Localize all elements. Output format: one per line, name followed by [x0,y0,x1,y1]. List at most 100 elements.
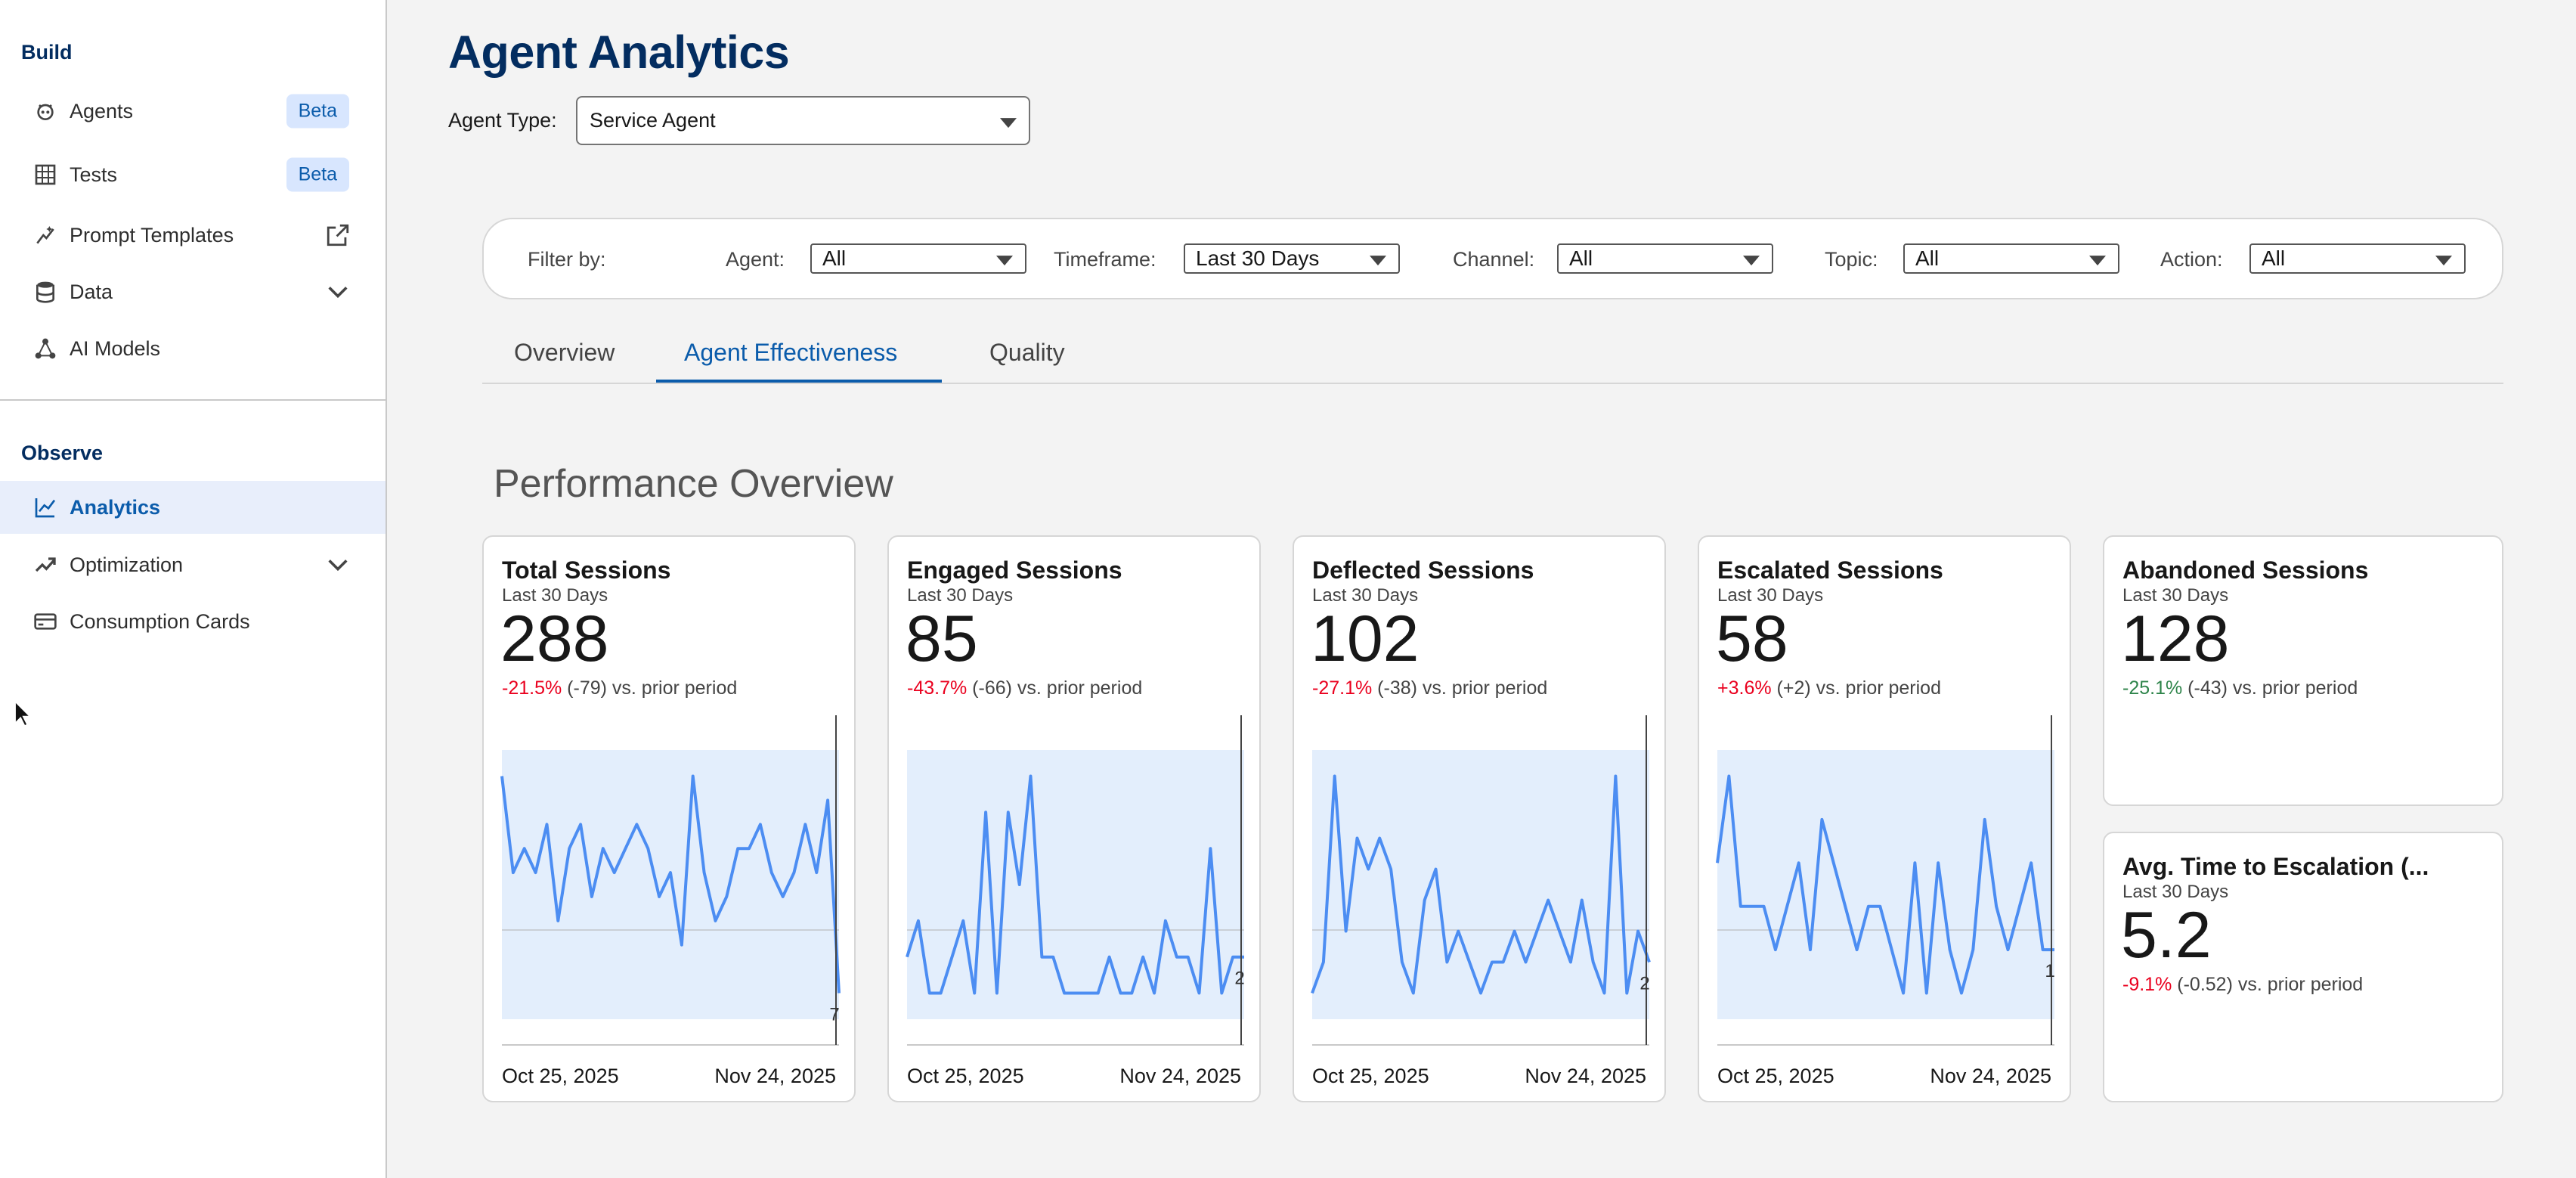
delta-percent: -25.1% [2122,677,2183,699]
agent-type-label: Agent Type: [448,109,557,132]
delta-absolute: (-43) vs. prior period [2187,677,2358,699]
external-link-icon[interactable] [325,222,351,248]
x-axis-start-label: Oct 25, 2025 [1312,1065,1429,1087]
tab-overview[interactable]: Overview [514,339,615,366]
card-period: Last 30 Days [502,585,608,606]
card-title: Engaged Sessions [907,556,1122,584]
agent-filter-value: All [822,246,847,270]
section-title: Performance Overview [494,462,893,506]
sidebar-item-analytics[interactable]: Analytics [0,481,385,534]
sparkline-chart: 7 [500,715,841,1046]
last-value-label: 2 [1234,969,1244,989]
card-period: Last 30 Days [1717,585,1824,606]
topic-filter-value: All [1915,246,1940,270]
metric-card-total-sessions[interactable]: Total Sessions Last 30 Days 288 -21.5% (… [482,535,856,1102]
card-delta: -25.1% (-43) vs. prior period [2122,677,2358,699]
sidebar-item-consumption-cards[interactable]: Consumption Cards [0,595,385,648]
delta-absolute: (+2) vs. prior period [1776,677,1941,699]
agent-filter-label: Agent: [726,248,785,271]
card-value: 5.2 [2121,899,2212,972]
card-title: Deflected Sessions [1312,556,1534,584]
sidebar-item-label: Optimization [70,553,184,576]
card-value: 128 [2121,603,2230,675]
topic-filter-select[interactable]: All [1903,243,2119,274]
chevron-down-icon[interactable] [325,279,351,305]
metric-card-abandoned-sessions[interactable]: Abandoned Sessions Last 30 Days 128 -25.… [2103,535,2503,806]
forecast-band [502,750,839,1019]
sidebar-item-label: Consumption Cards [70,609,250,633]
delta-absolute: (-0.52) vs. prior period [2177,974,2364,995]
agent-type-value: Service Agent [590,109,716,132]
agent-type-select[interactable]: Service Agent [576,96,1030,145]
timeframe-filter-value: Last 30 Days [1196,246,1320,270]
action-filter-select[interactable]: All [2249,243,2466,274]
x-axis-end-label: Nov 24, 2025 [1930,1065,2051,1087]
sidebar-item-prompt-templates[interactable]: Prompt Templates [0,209,385,262]
series-line [1716,774,2054,995]
sparkline-chart: 2 [906,715,1245,1046]
line-chart-icon [33,495,57,519]
agent-filter-select[interactable]: All [810,243,1026,274]
x-axis-start-label: Oct 25, 2025 [502,1065,619,1087]
robot-icon [33,99,57,123]
tab-quality[interactable]: Quality [989,339,1065,366]
sidebar-item-agents[interactable]: Agents Beta [0,85,385,138]
table-icon [33,163,57,187]
sidebar-item-label: Analytics [70,495,161,519]
channel-filter-select[interactable]: All [1557,243,1773,274]
filter-by-label: Filter by: [528,248,606,271]
card-delta: -27.1% (-38) vs. prior period [1312,677,1547,699]
topic-filter-label: Topic: [1825,248,1878,271]
beta-badge: Beta [286,94,349,129]
card-title: Abandoned Sessions [2122,556,2369,584]
metric-card-deflected-sessions[interactable]: Deflected Sessions Last 30 Days 102 -27.… [1293,535,1666,1102]
card-period: Last 30 Days [2122,585,2229,606]
forecast-band [907,750,1244,1019]
sparkle-icon [33,223,57,247]
metric-card-escalated-sessions[interactable]: Escalated Sessions Last 30 Days 58 +3.6%… [1698,535,2071,1102]
caret-down-icon [996,256,1013,266]
active-tab-indicator [656,380,942,383]
caret-down-icon [1743,256,1760,266]
delta-absolute: (-38) vs. prior period [1377,677,1548,699]
tabs-divider [482,383,2503,384]
forecast-band [1717,750,2054,1019]
card-period: Last 30 Days [1312,585,1419,606]
delta-percent: -9.1% [2122,974,2172,995]
chevron-down-icon[interactable] [325,552,351,578]
metric-card-engaged-sessions[interactable]: Engaged Sessions Last 30 Days 85 -43.7% … [887,535,1261,1102]
card-value: 85 [906,603,978,675]
sidebar-item-tests[interactable]: Tests Beta [0,148,385,201]
caret-down-icon [1370,256,1386,266]
card-value: 102 [1311,603,1420,675]
sidebar-item-optimization[interactable]: Optimization [0,538,385,591]
caret-down-icon [2089,256,2106,266]
action-filter-value: All [2262,246,2286,270]
delta-percent: -27.1% [1312,677,1373,699]
beta-badge: Beta [286,157,349,192]
sidebar-item-label: Agents [70,99,134,122]
x-axis-end-label: Nov 24, 2025 [1119,1065,1241,1087]
sidebar-item-label: AI Models [70,336,161,360]
last-value-label: 2 [1639,974,1649,994]
sidebar-item-label: Data [70,280,113,303]
mouse-cursor-icon [14,700,30,727]
sidebar-item-ai-models[interactable]: AI Models [0,322,385,375]
card-title: Avg. Time to Escalation (... [2122,853,2429,880]
sidebar-item-data[interactable]: Data [0,265,385,318]
tab-agent-effectiveness[interactable]: Agent Effectiveness [684,339,898,366]
delta-absolute: (-79) vs. prior period [567,677,738,699]
sidebar-item-label: Tests [70,163,118,186]
sparkline-chart: 2 [1311,715,1651,1046]
x-axis-end-label: Nov 24, 2025 [714,1065,836,1087]
sidebar: Build Agents Beta Tests Beta Prompt Temp… [0,0,387,1178]
action-filter-label: Action: [2160,248,2223,271]
forecast-band [1312,750,1649,1019]
series-line [1311,774,1651,995]
caret-down-icon [1000,117,1017,128]
timeframe-filter-select[interactable]: Last 30 Days [1184,243,1400,274]
card-value: 288 [500,603,609,675]
caret-down-icon [2435,256,2452,266]
metric-card-avg-time-to-escalation[interactable]: Avg. Time to Escalation (... Last 30 Day… [2103,832,2503,1102]
sidebar-divider [0,399,387,401]
